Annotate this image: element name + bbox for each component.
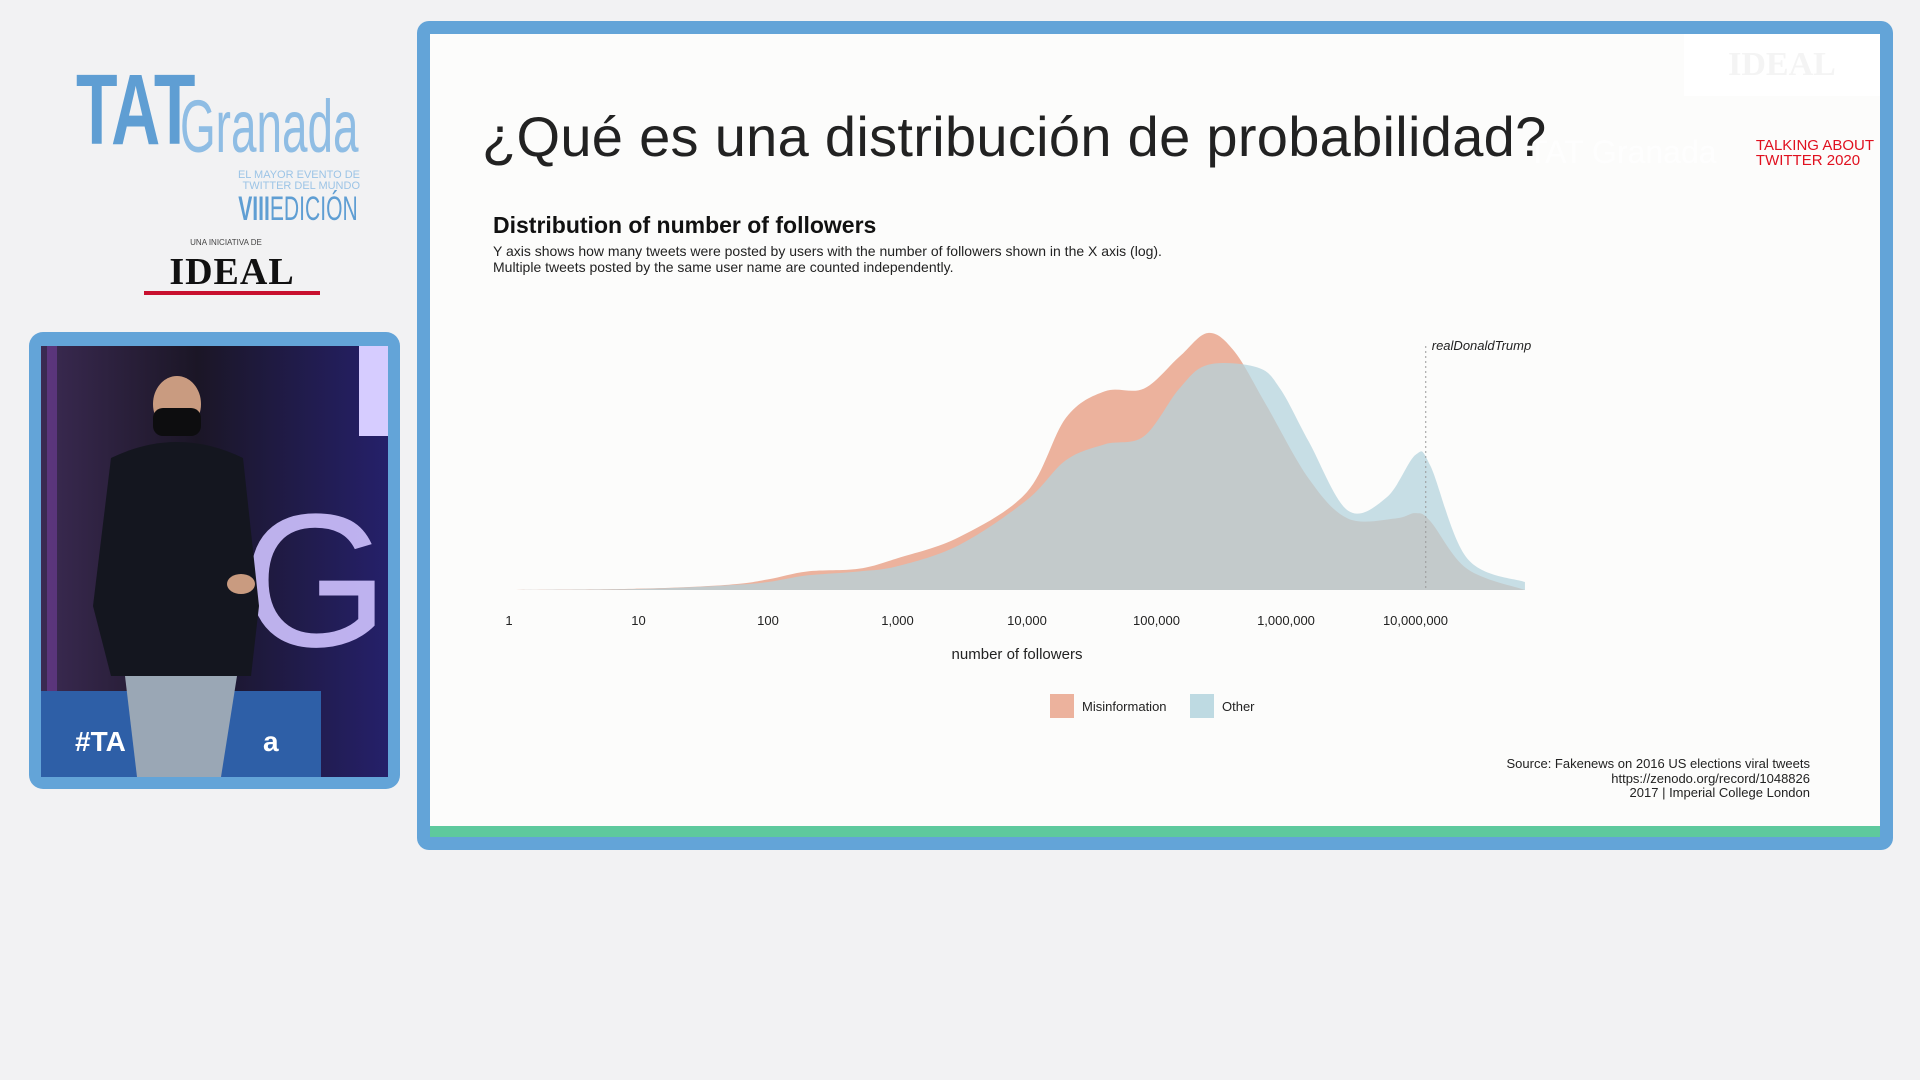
x-tick-label: 1 <box>505 613 512 628</box>
presentation-slide: IDEAL TAT Granada TALKING ABOUT TWITTER … <box>430 34 1880 837</box>
chart-source: Source: Fakenews on 2016 US elections vi… <box>1506 756 1811 801</box>
source-line-3: 2017 | Imperial College London <box>1629 785 1810 800</box>
x-tick-label: 100,000 <box>1133 613 1180 628</box>
event-tagline: EL MAYOR EVENTO DE TWITTER DEL MUNDO <box>160 170 360 192</box>
slide-title: ¿Qué es una distribución de probabilidad… <box>482 105 1547 168</box>
area-other <box>509 362 1525 590</box>
source-line-1: Source: Fakenews on 2016 US elections vi… <box>1506 756 1811 771</box>
speaker-webcam-frame: Gr #TA a <box>29 332 400 789</box>
chart-subtitle-line-2: Multiple tweets posted by the same user … <box>493 259 954 275</box>
tat-logo-text: TAT <box>76 54 195 166</box>
chart-areas <box>509 332 1525 590</box>
x-tick-label: 1,000 <box>881 613 914 628</box>
source-line-2: https://zenodo.org/record/1048826 <box>1611 770 1810 786</box>
x-tick-label: 10 <box>631 613 645 628</box>
x-axis-label: number of followers <box>952 646 1083 663</box>
x-tick-label: 100 <box>757 613 779 628</box>
banner-hashtag: #TA <box>75 726 126 757</box>
stage-sign-letters: Gr <box>241 475 388 687</box>
edition-label: VIIIEDICIÓN <box>239 192 358 226</box>
chart-legend: Misinformation Other <box>1050 694 1255 718</box>
x-tick-label: 10,000,000 <box>1383 613 1448 628</box>
granada-logo-text: Granada <box>180 85 359 168</box>
talking-line-1: TALKING ABOUT <box>1755 137 1874 154</box>
chart-subtitle-line-1: Y axis shows how many tweets were posted… <box>493 243 1162 259</box>
banner-hashtag-tail: a <box>263 726 279 757</box>
chart-subtitle: Y axis shows how many tweets were posted… <box>493 243 1162 275</box>
chart-title: Distribution of number of followers <box>493 212 877 238</box>
speaker-video: Gr #TA a <box>41 346 388 777</box>
tat-granada-logo: TAT Granada EL MAYOR EVENTO DE TWITTER D… <box>60 60 360 230</box>
legend-swatch-misinformation <box>1050 694 1074 718</box>
ideal-logo: IDEAL <box>142 250 322 295</box>
slide-bottom-bar <box>430 826 1880 837</box>
edition-word: EDICIÓN <box>270 190 358 228</box>
annotation-label: realDonaldTrump <box>1432 338 1531 353</box>
speaker-figure <box>93 376 259 777</box>
slide-frame: IDEAL TAT Granada TALKING ABOUT TWITTER … <box>417 21 1893 850</box>
legend-label-misinformation: Misinformation <box>1082 699 1167 714</box>
tagline-line-2: TWITTER DEL MUNDO <box>242 180 360 192</box>
initiative-label: UNA INICIATIVA DE <box>190 238 262 247</box>
x-tick-label: 1,000,000 <box>1257 613 1315 628</box>
tagline-line-1: EL MAYOR EVENTO DE <box>237 169 360 181</box>
legend-label-other: Other <box>1222 699 1255 714</box>
x-tick-label: 10,000 <box>1007 613 1047 628</box>
density-chart: realDonaldTrump 1 10 100 1,000 10,000 100,000… <box>505 332 1531 718</box>
x-axis-ticks: 1 10 100 1,000 10,000 100,000 1,000,000 10,000,… <box>505 613 1448 628</box>
talking-line-2: TWITTER 2020 <box>1755 152 1861 169</box>
speaker-video-image: Gr #TA a <box>41 346 388 777</box>
legend-swatch-other <box>1190 694 1214 718</box>
tat-watermark: TAT Granada <box>1528 134 1717 170</box>
talking-about-twitter-logo: TALKING ABOUT TWITTER 2020 <box>1756 138 1874 168</box>
edition-number: VIII <box>238 190 271 228</box>
ideal-watermark: IDEAL <box>1684 34 1880 96</box>
